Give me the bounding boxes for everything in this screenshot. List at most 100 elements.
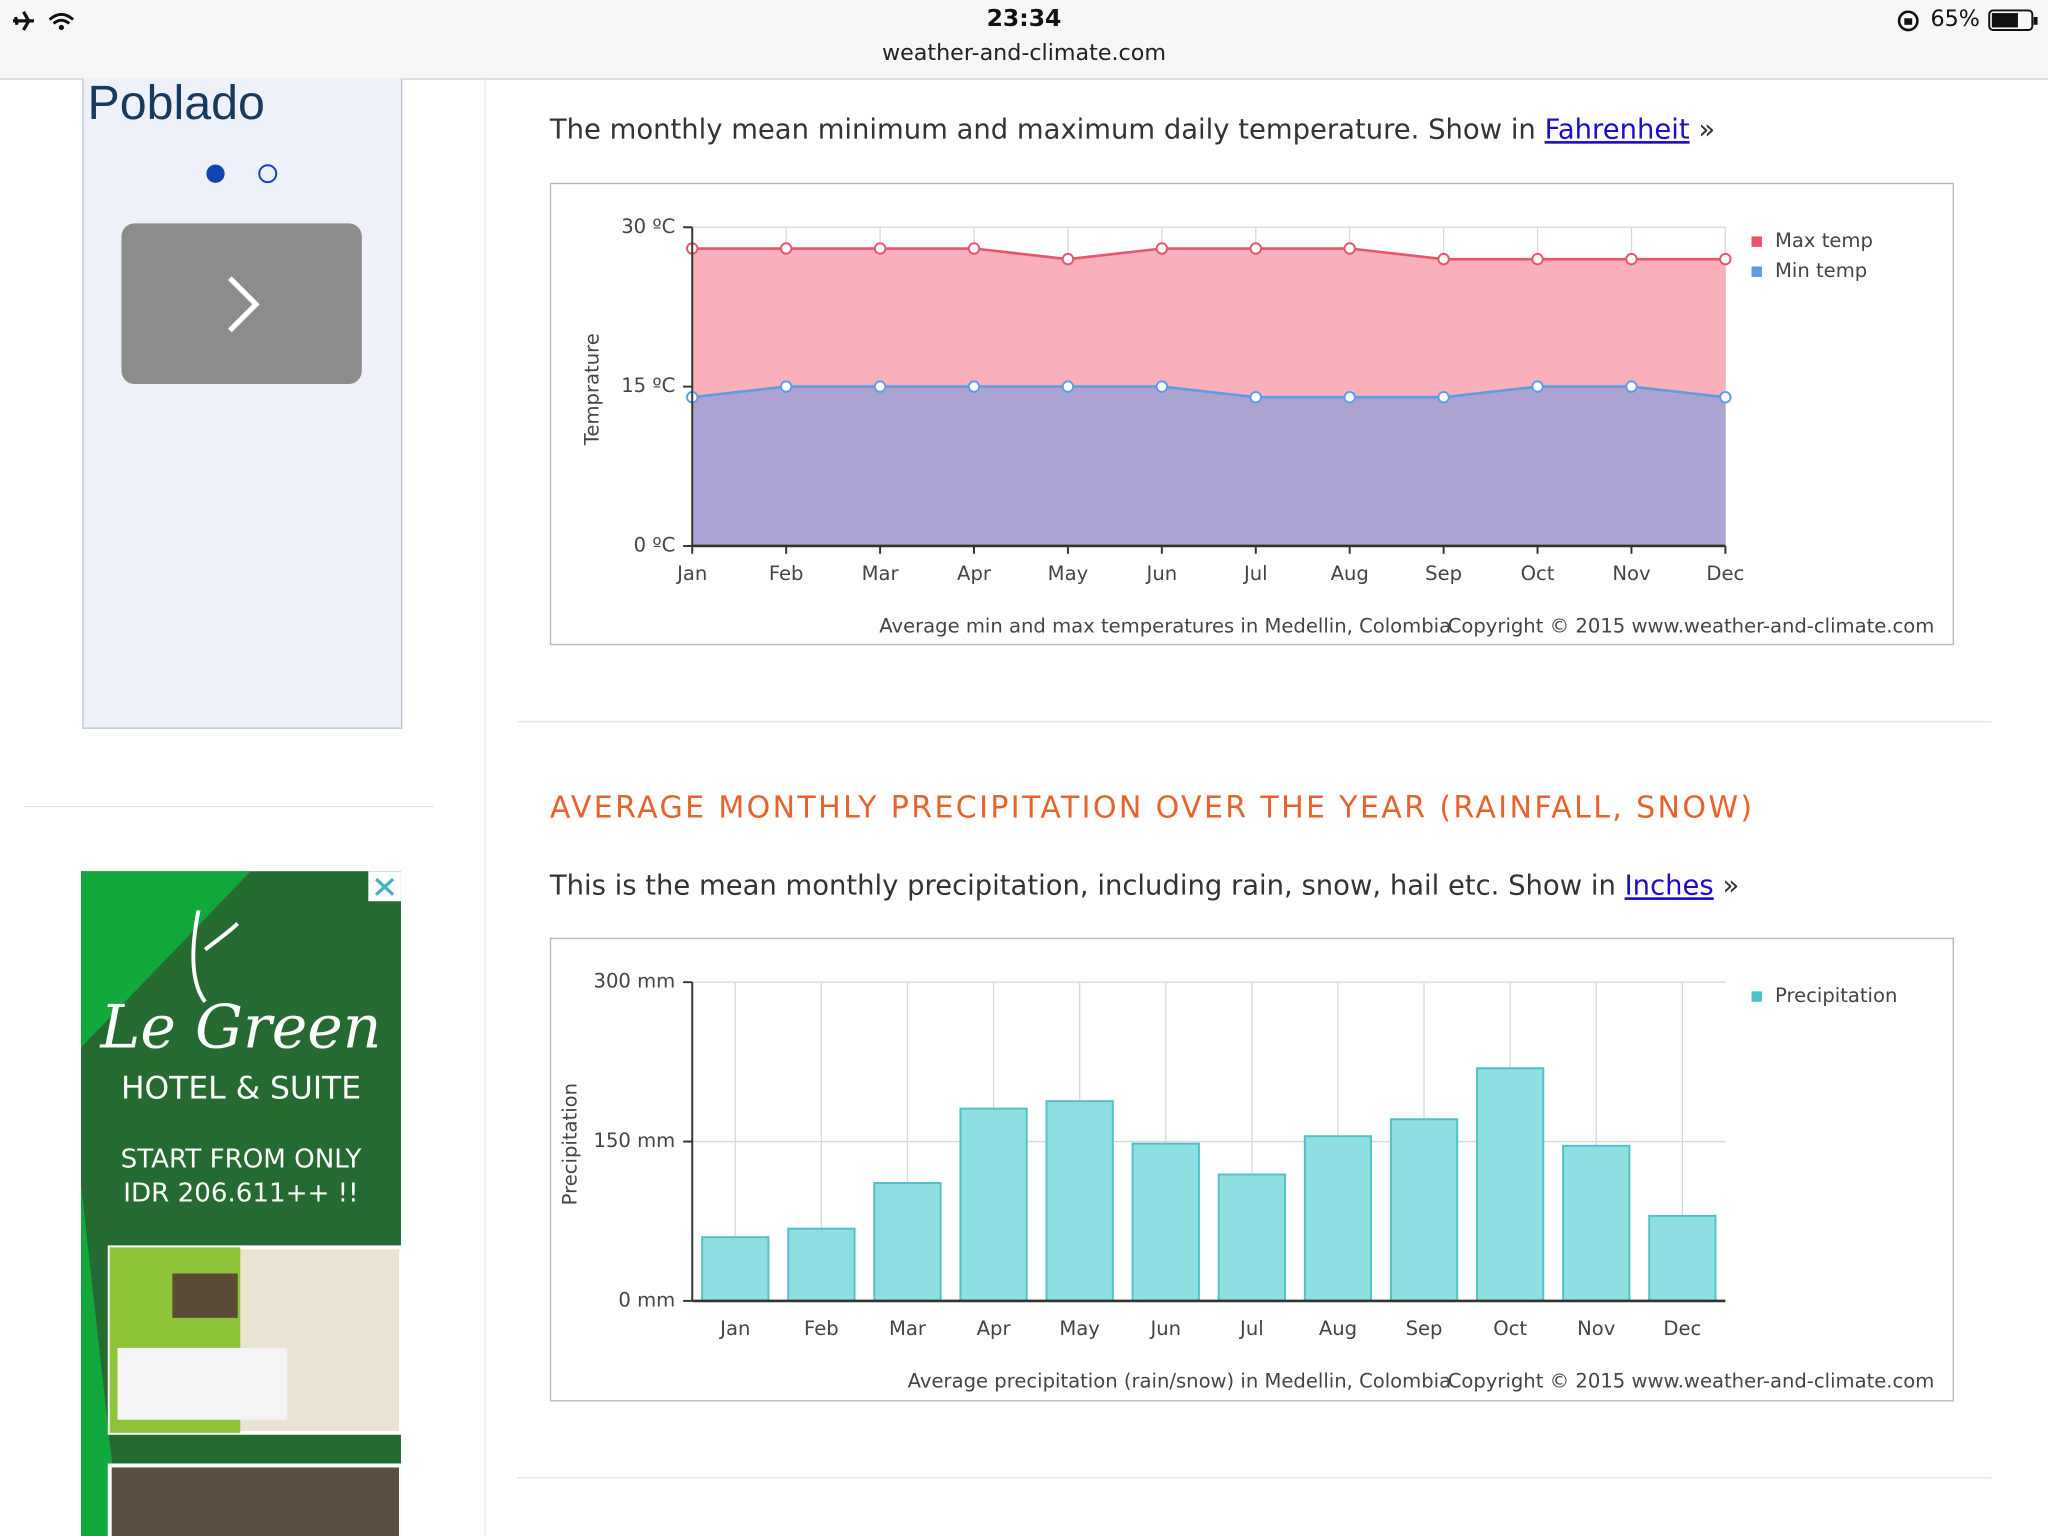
legend-swatch bbox=[1751, 991, 1762, 1002]
x-tick-label: Apr bbox=[957, 562, 992, 585]
y-tick-label: 30 ºC bbox=[621, 215, 675, 238]
point bbox=[1249, 391, 1262, 404]
x-tick-label: Nov bbox=[1577, 1317, 1615, 1340]
separator bbox=[23, 805, 434, 808]
bar bbox=[1131, 1142, 1200, 1302]
unit-link[interactable]: Inches bbox=[1624, 869, 1714, 902]
chart-caption: Average min and max temperatures in Mede… bbox=[879, 614, 1451, 637]
ad-subtitle: HOTEL & SUITE bbox=[120, 1069, 362, 1107]
chart-caption: Average precipitation (rain/snow) in Med… bbox=[908, 1369, 1451, 1392]
ad-background bbox=[80, 871, 401, 1536]
y-axis-label: Precipitation bbox=[558, 1083, 581, 1205]
ad-brand: Le Green bbox=[100, 991, 382, 1062]
point bbox=[1249, 242, 1262, 255]
x-tick-label: Jan bbox=[675, 562, 707, 585]
x-tick-label: Dec bbox=[1663, 1317, 1701, 1340]
x-tick-label: May bbox=[1059, 1317, 1099, 1340]
y-tick-label: 0 mm bbox=[618, 1288, 675, 1311]
bar bbox=[1562, 1144, 1631, 1302]
x-tick-label: Nov bbox=[1612, 562, 1650, 585]
arrow: » bbox=[1698, 113, 1716, 145]
point bbox=[967, 380, 981, 393]
url[interactable]: weather-and-climate.com bbox=[881, 40, 1166, 67]
clock: 23:34 bbox=[986, 5, 1062, 33]
chart-frame: 0 ºC 15 ºC 30 ºC Jan Feb Mar Apr May Jun Jul Aug Se… bbox=[549, 182, 1954, 646]
bar bbox=[1389, 1118, 1459, 1302]
point bbox=[1719, 252, 1732, 266]
chart: 0 ºC 15 ºC 30 ºC Jan Feb Mar Apr May Jun Jul Aug Se… bbox=[580, 215, 1935, 638]
x-tick-label: Feb bbox=[804, 1317, 839, 1340]
separator bbox=[517, 720, 1992, 723]
chart-frame: 0 mm 150 mm 300 mm Jan Feb Mar Apr May Jun Jul Aug… bbox=[549, 937, 1954, 1402]
bar bbox=[873, 1182, 942, 1302]
chart-copyright: Copyright © 2015 www.weather-and-climate… bbox=[1448, 614, 1935, 637]
x-tick-label: Jul bbox=[1242, 562, 1268, 585]
unit-link[interactable]: Fahrenheit bbox=[1544, 113, 1690, 145]
point bbox=[1343, 242, 1356, 255]
x-tick-label: Oct bbox=[1521, 562, 1555, 585]
legend-label: Max temp bbox=[1775, 229, 1873, 252]
section-heading: AVERAGE MONTHLY PRECIPITATION OVER THE Y… bbox=[549, 791, 1755, 826]
point bbox=[1155, 242, 1169, 255]
battery-level: 65% bbox=[1930, 6, 1980, 33]
ad-banner[interactable]: Le Green HOTEL & SUITE START FROM ONLY I… bbox=[80, 871, 401, 1536]
x-tick-label: May bbox=[1048, 562, 1088, 585]
point bbox=[1155, 380, 1169, 393]
y-tick-label: 0 ºC bbox=[634, 533, 676, 556]
ad-text: START FROM ONLY bbox=[120, 1142, 362, 1175]
status-icons bbox=[13, 10, 75, 31]
sidebar-panel bbox=[82, 78, 403, 729]
bar bbox=[1476, 1067, 1545, 1302]
y-axis-label: Temprature bbox=[580, 333, 603, 446]
legend-label: Precipitation bbox=[1775, 984, 1897, 1007]
point bbox=[1061, 380, 1075, 393]
legend-swatch bbox=[1751, 266, 1762, 277]
next-button[interactable] bbox=[121, 223, 362, 384]
carousel-dot[interactable] bbox=[258, 164, 278, 184]
point bbox=[1625, 252, 1638, 266]
x-tick-label: Apr bbox=[977, 1317, 1012, 1340]
point bbox=[873, 380, 887, 393]
x-tick-label: Feb bbox=[769, 562, 804, 585]
carousel-dot[interactable] bbox=[206, 164, 225, 183]
bar bbox=[1648, 1214, 1717, 1302]
point bbox=[1531, 252, 1544, 266]
legend-label: Min temp bbox=[1775, 259, 1867, 282]
sidebar-title: Poblado bbox=[87, 75, 265, 130]
area bbox=[692, 386, 1726, 546]
y-tick-label: 15 ºC bbox=[621, 374, 675, 397]
point bbox=[779, 380, 793, 393]
text: This is the mean monthly precipitation, … bbox=[549, 869, 1616, 902]
point bbox=[1437, 252, 1450, 266]
arrow: » bbox=[1722, 869, 1740, 902]
section-text: The monthly mean minimum and maximum dai… bbox=[550, 114, 1715, 145]
x-tick-label: Jun bbox=[1145, 562, 1178, 585]
y-tick-label: 300 mm bbox=[594, 970, 676, 993]
x-tick-label: Aug bbox=[1331, 562, 1369, 585]
y-tick-label: 150 mm bbox=[594, 1129, 676, 1152]
bar bbox=[1045, 1100, 1114, 1302]
ad-text: IDR 206.611++ !! bbox=[123, 1176, 359, 1209]
x-tick-label: Dec bbox=[1706, 562, 1744, 585]
separator bbox=[517, 1477, 1992, 1479]
point bbox=[1343, 391, 1356, 404]
legend-swatch bbox=[1751, 236, 1762, 247]
point bbox=[873, 242, 887, 255]
line bbox=[692, 247, 1726, 261]
point bbox=[779, 242, 793, 255]
x-tick-label: Oct bbox=[1493, 1317, 1527, 1340]
x-tick-label: Sep bbox=[1406, 1317, 1443, 1340]
x-tick-label: Jul bbox=[1238, 1317, 1264, 1340]
chart-copyright: Copyright © 2015 www.weather-and-climate… bbox=[1448, 1369, 1935, 1392]
lock-icon bbox=[1897, 10, 1919, 32]
bar bbox=[1217, 1173, 1286, 1302]
separator bbox=[484, 78, 486, 1536]
point bbox=[1437, 391, 1450, 404]
point bbox=[967, 242, 981, 255]
bar bbox=[959, 1107, 1028, 1302]
bar bbox=[1303, 1135, 1373, 1302]
battery-icon bbox=[1988, 9, 2038, 32]
point bbox=[1719, 391, 1732, 404]
x-tick-label: Aug bbox=[1319, 1317, 1357, 1340]
